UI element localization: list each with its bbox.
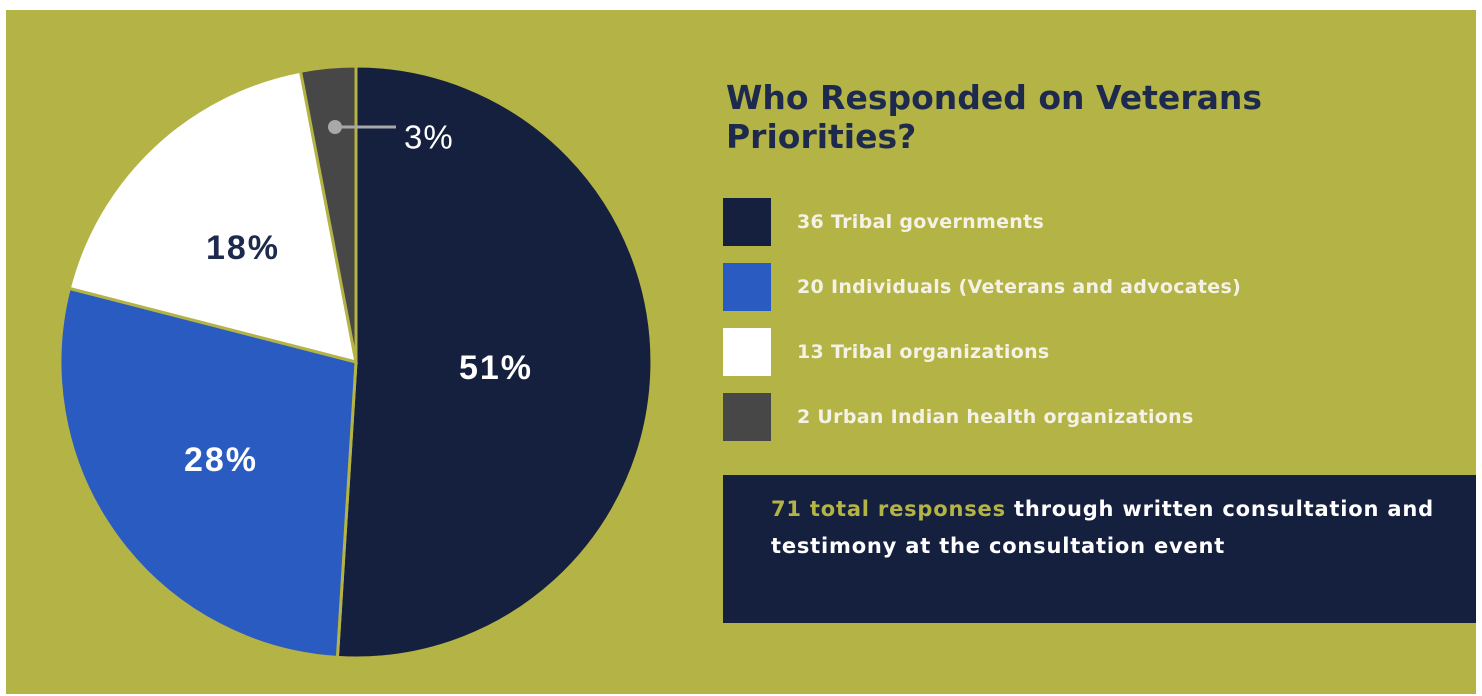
note-text: through written consultation and testimo… bbox=[771, 497, 1434, 558]
legend-label: 36 Tribal governments bbox=[797, 211, 1045, 233]
legend-swatch bbox=[723, 393, 771, 441]
chart-title: Who Responded on Veterans Priorities? bbox=[726, 78, 1262, 156]
pie-slice-tribal-organizations bbox=[67, 69, 358, 365]
legend: 36 Tribal governments 20 Individuals (Ve… bbox=[723, 198, 1241, 458]
pie-slice-individuals bbox=[58, 286, 358, 660]
legend-item-urban-indian-health: 2 Urban Indian health organizations bbox=[723, 393, 1241, 441]
total-responses-note: 71 total responses through written consu… bbox=[723, 475, 1476, 623]
legend-label: 2 Urban Indian health organizations bbox=[797, 406, 1194, 428]
legend-item-individuals: 20 Individuals (Veterans and advocates) bbox=[723, 263, 1241, 311]
slice-label-urban-indian-health: 3% bbox=[404, 119, 454, 156]
legend-swatch bbox=[723, 198, 771, 246]
legend-swatch bbox=[723, 263, 771, 311]
note-highlight: 71 total responses bbox=[771, 497, 1006, 521]
pie-chart: 51% 28% 18% 3% bbox=[58, 64, 654, 660]
pie-slice-tribal-governments bbox=[335, 64, 654, 660]
pie-slice-urban-indian-health bbox=[298, 64, 358, 363]
slice-label-tribal-governments: 51% bbox=[459, 349, 533, 387]
slice-label-individuals: 28% bbox=[184, 441, 258, 479]
legend-item-tribal-organizations: 13 Tribal organizations bbox=[723, 328, 1241, 376]
legend-label: 13 Tribal organizations bbox=[797, 341, 1050, 363]
slice-label-tribal-organizations: 18% bbox=[206, 229, 280, 267]
legend-item-tribal-governments: 36 Tribal governments bbox=[723, 198, 1241, 246]
legend-label: 20 Individuals (Veterans and advocates) bbox=[797, 276, 1242, 298]
legend-swatch bbox=[723, 328, 771, 376]
